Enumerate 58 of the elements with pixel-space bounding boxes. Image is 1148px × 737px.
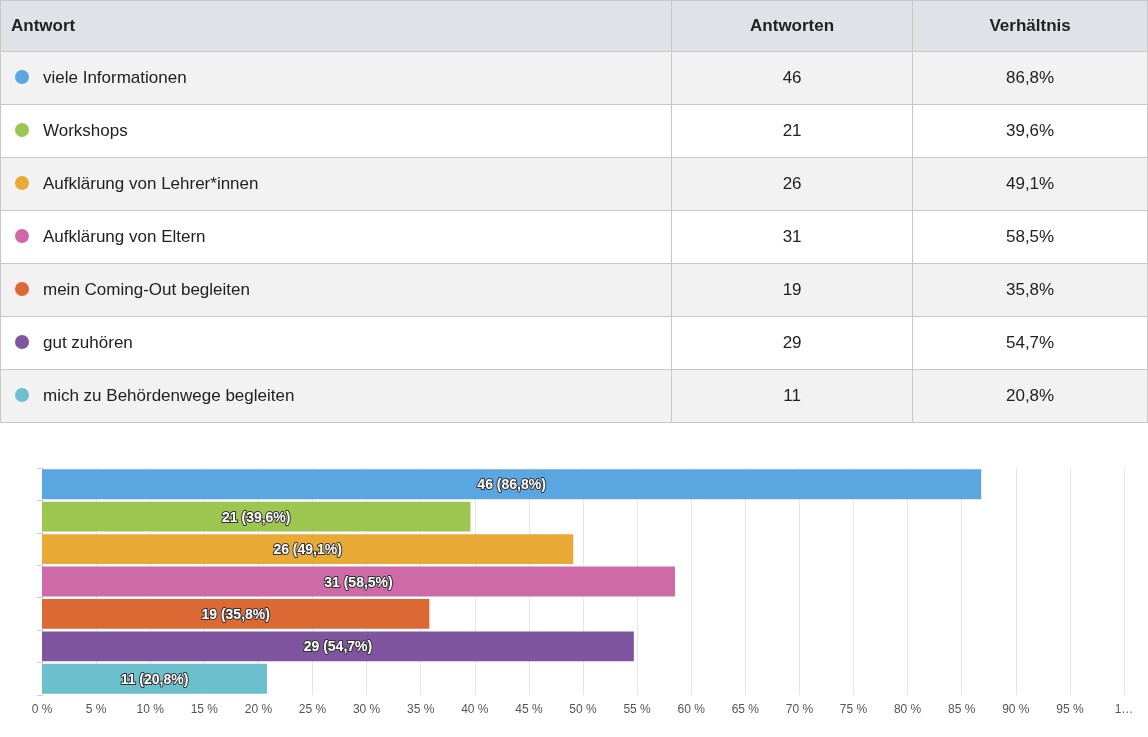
- data-label: 19 (35,8%): [201, 605, 270, 622]
- bar: [42, 469, 982, 500]
- x-tick-label: 25 %: [298, 702, 327, 716]
- data-label: 29 (54,7%): [303, 638, 373, 655]
- bar: [42, 631, 634, 662]
- x-tick-label: 20 %: [244, 702, 273, 716]
- data-label: 29: [671, 316, 913, 370]
- data-label: 11: [671, 369, 913, 423]
- x-tick-label: 1…: [1114, 702, 1134, 716]
- x-tick-label: 60 %: [677, 702, 706, 716]
- category-label: viele Informationen: [43, 68, 187, 87]
- x-tick-label: 85 %: [948, 702, 976, 716]
- x-tick-label: 45 %: [515, 702, 543, 716]
- data-label: 11 (20,8%): [120, 670, 189, 687]
- category-label: mich zu Behördenwege begleiten: [43, 386, 295, 405]
- legend-title: Antwort: [0, 0, 672, 52]
- category-label: gut zuhören: [43, 333, 133, 352]
- data-label: 26 (49,1%): [273, 541, 342, 558]
- category-label: mein Coming-Out begleiten: [43, 280, 250, 299]
- x-tick-label: 95 %: [1056, 702, 1084, 716]
- x-tick-label: 5 %: [85, 702, 107, 716]
- series-label: Verhältnis: [912, 0, 1148, 52]
- bar: [42, 501, 471, 532]
- x-tick-label: 15 %: [190, 702, 219, 716]
- data-label: 46: [671, 51, 913, 105]
- data-label: 19: [671, 263, 913, 317]
- bar: [42, 599, 430, 629]
- x-tick-label: 30 %: [352, 702, 381, 716]
- x-tick-label: 40 %: [461, 702, 489, 716]
- x-tick-label: 75 %: [839, 702, 868, 716]
- category-label: Aufklärung von Eltern: [43, 227, 206, 246]
- data-label: 86,8%: [912, 51, 1148, 105]
- x-tick-label: 65 %: [731, 702, 760, 716]
- x-tick-label: 0 %: [31, 702, 53, 716]
- data-label: 49,1%: [912, 157, 1148, 211]
- x-tick-label: 90 %: [1002, 702, 1030, 716]
- x-tick-label: 10 %: [136, 702, 165, 716]
- x-tick-label: 70 %: [785, 702, 814, 716]
- data-label: 39,6%: [912, 104, 1148, 158]
- x-tick-label: 55 %: [623, 702, 652, 716]
- data-label: 31 (58,5%): [324, 573, 393, 590]
- data-label: 58,5%: [912, 210, 1148, 264]
- data-label: 26: [671, 157, 913, 211]
- x-tick-label: 35 %: [407, 702, 435, 716]
- data-label: 20,8%: [912, 369, 1148, 423]
- bar: [42, 534, 574, 564]
- category-label: Workshops: [43, 121, 128, 140]
- category-label: Aufklärung von Lehrer*innen: [43, 174, 259, 193]
- data-label: 54,7%: [912, 316, 1148, 370]
- series-label: Antworten: [671, 0, 913, 52]
- data-label: 21 (39,6%): [221, 508, 291, 525]
- bar: [42, 566, 675, 597]
- data-label: 46 (86,8%): [477, 476, 546, 493]
- data-label: 35,8%: [912, 263, 1148, 317]
- x-tick-label: 50 %: [569, 702, 597, 716]
- data-label: 31: [671, 210, 913, 264]
- data-label: 21: [671, 104, 913, 158]
- x-tick-label: 80 %: [893, 702, 922, 716]
